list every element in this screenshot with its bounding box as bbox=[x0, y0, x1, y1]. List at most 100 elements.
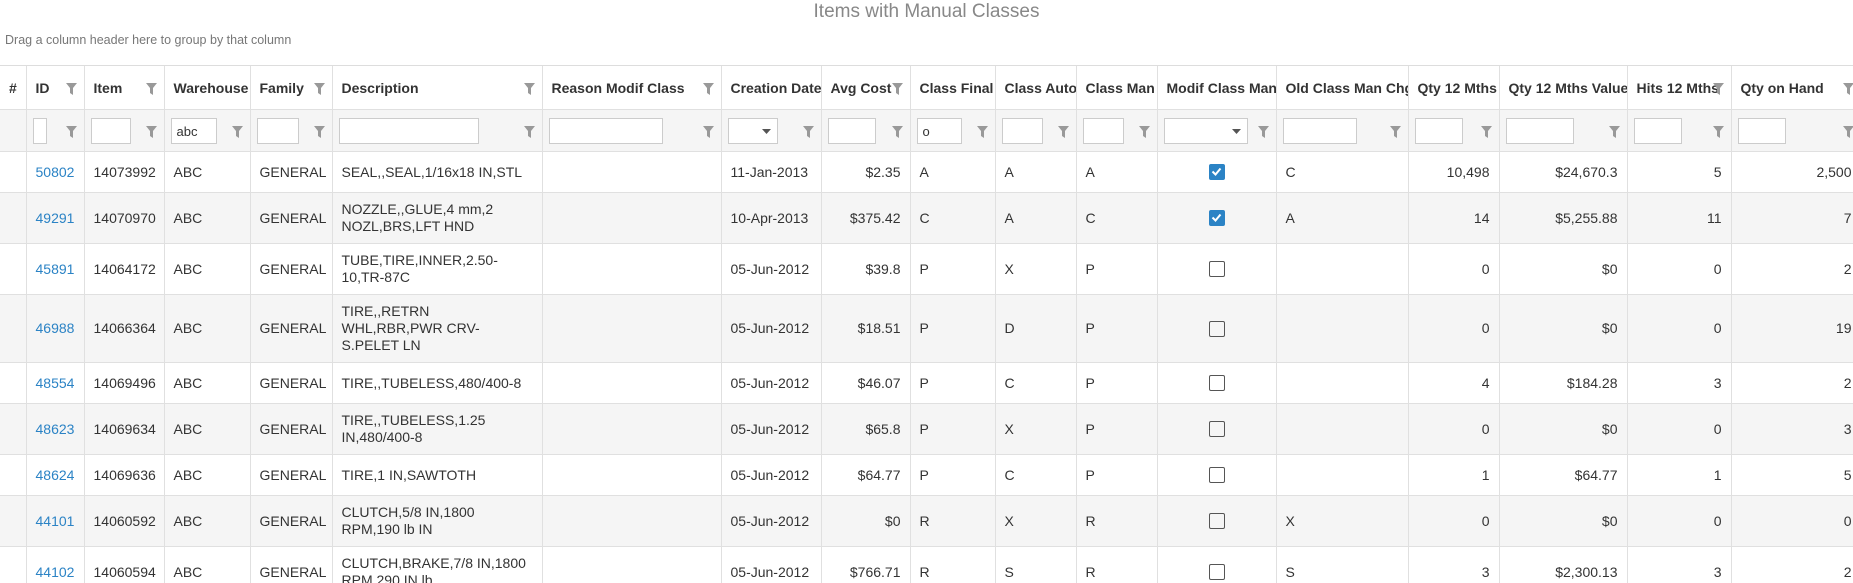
filter-cell bbox=[0, 110, 26, 152]
filter-icon[interactable] bbox=[66, 125, 77, 141]
column-header[interactable]: Class Final bbox=[910, 66, 995, 110]
table-cell: 14060594 bbox=[84, 547, 164, 583]
table-cell: GENERAL bbox=[250, 455, 332, 496]
filter-input[interactable] bbox=[1083, 118, 1124, 144]
table-cell: 10,498 bbox=[1408, 152, 1499, 193]
checkbox[interactable] bbox=[1209, 164, 1225, 180]
filter-input[interactable] bbox=[1002, 118, 1043, 144]
filter-icon[interactable] bbox=[1609, 125, 1620, 141]
checkbox[interactable] bbox=[1209, 564, 1225, 580]
id-link[interactable]: 44101 bbox=[36, 513, 75, 529]
filter-input[interactable]: o bbox=[917, 118, 962, 144]
filter-icon[interactable] bbox=[1390, 125, 1401, 141]
column-header[interactable]: Qty 12 Mths Value bbox=[1499, 66, 1627, 110]
checkbox[interactable] bbox=[1209, 321, 1225, 337]
column-header[interactable]: # bbox=[0, 66, 26, 110]
column-header[interactable]: Avg Cost bbox=[821, 66, 910, 110]
filter-icon[interactable] bbox=[892, 125, 903, 141]
checkbox[interactable] bbox=[1209, 210, 1225, 226]
column-header[interactable]: Qty on Hand bbox=[1731, 66, 1853, 110]
filter-input[interactable] bbox=[257, 118, 299, 144]
filter-icon[interactable] bbox=[146, 82, 157, 98]
checkbox[interactable] bbox=[1209, 513, 1225, 529]
filter-icon[interactable] bbox=[66, 82, 77, 98]
column-header[interactable]: Reason Modif Class bbox=[542, 66, 721, 110]
id-link[interactable]: 50802 bbox=[36, 164, 75, 180]
filter-icon[interactable] bbox=[703, 125, 714, 141]
filter-icon[interactable] bbox=[977, 125, 988, 141]
filter-icon[interactable] bbox=[232, 125, 243, 141]
filter-icon[interactable] bbox=[1843, 82, 1853, 98]
filter-icon[interactable] bbox=[314, 125, 325, 141]
filter-icon[interactable] bbox=[1481, 125, 1492, 141]
column-header[interactable]: Class Man bbox=[1076, 66, 1157, 110]
filter-input[interactable] bbox=[91, 118, 131, 144]
filter-input[interactable] bbox=[549, 118, 663, 144]
cell-text: 14 bbox=[1474, 210, 1490, 226]
column-header[interactable]: Creation Date bbox=[721, 66, 821, 110]
id-link[interactable]: 48554 bbox=[36, 375, 75, 391]
column-header[interactable]: Hits 12 Mths bbox=[1627, 66, 1731, 110]
filter-icon[interactable] bbox=[803, 125, 814, 141]
filter-input[interactable] bbox=[33, 118, 47, 144]
filter-icon[interactable] bbox=[524, 125, 535, 141]
id-link[interactable]: 48624 bbox=[36, 467, 75, 483]
filter-input[interactable] bbox=[1738, 118, 1786, 144]
column-header[interactable]: Family bbox=[250, 66, 332, 110]
filter-icon[interactable] bbox=[146, 125, 157, 141]
table-cell: $24,670.3 bbox=[1499, 152, 1627, 193]
filter-icon[interactable] bbox=[314, 82, 325, 98]
filter-input[interactable] bbox=[1506, 118, 1574, 144]
cell-text: 11 bbox=[1707, 210, 1722, 226]
table-cell: C bbox=[1076, 193, 1157, 244]
column-header[interactable]: Warehouse bbox=[164, 66, 250, 110]
filter-icon[interactable] bbox=[892, 82, 903, 98]
checkbox[interactable] bbox=[1209, 375, 1225, 391]
column-header[interactable]: ID bbox=[26, 66, 84, 110]
id-link[interactable]: 45891 bbox=[36, 261, 75, 277]
checkbox[interactable] bbox=[1209, 261, 1225, 277]
table-cell: C bbox=[1276, 152, 1408, 193]
column-header[interactable]: Item bbox=[84, 66, 164, 110]
id-link[interactable]: 49291 bbox=[36, 210, 75, 226]
column-header[interactable]: Qty 12 Mths bbox=[1408, 66, 1499, 110]
id-link[interactable]: 48623 bbox=[36, 421, 75, 437]
column-header[interactable]: Old Class Man Chg bbox=[1276, 66, 1408, 110]
filter-input[interactable] bbox=[828, 118, 876, 144]
filter-icon[interactable] bbox=[1058, 125, 1069, 141]
filter-icon[interactable] bbox=[1139, 125, 1150, 141]
filter-icon[interactable] bbox=[703, 82, 714, 98]
filter-icon[interactable] bbox=[1258, 125, 1269, 141]
table-cell bbox=[0, 152, 26, 193]
table-cell: 14060592 bbox=[84, 496, 164, 547]
checkbox[interactable] bbox=[1209, 421, 1225, 437]
filter-icon[interactable] bbox=[1843, 125, 1853, 141]
filter-input[interactable] bbox=[1164, 118, 1248, 144]
filter-input[interactable] bbox=[339, 118, 479, 144]
filter-icon[interactable] bbox=[1713, 125, 1724, 141]
filter-input[interactable] bbox=[1634, 118, 1682, 144]
cell-text: GENERAL bbox=[260, 375, 327, 391]
filter-icon[interactable] bbox=[1713, 82, 1724, 98]
column-header[interactable]: Class Auto bbox=[995, 66, 1076, 110]
filter-icon[interactable] bbox=[524, 82, 535, 98]
filter-input[interactable] bbox=[728, 118, 778, 144]
filter-input[interactable] bbox=[1415, 118, 1463, 144]
id-link[interactable]: 44102 bbox=[36, 564, 75, 580]
column-header[interactable]: Description bbox=[332, 66, 542, 110]
id-link[interactable]: 46988 bbox=[36, 320, 75, 336]
filter-input[interactable] bbox=[1283, 118, 1357, 144]
filter-input[interactable]: abc bbox=[171, 118, 217, 144]
cell-text: 19 bbox=[1836, 320, 1852, 336]
checkbox[interactable] bbox=[1209, 467, 1225, 483]
column-header[interactable]: Modif Class Man bbox=[1157, 66, 1276, 110]
